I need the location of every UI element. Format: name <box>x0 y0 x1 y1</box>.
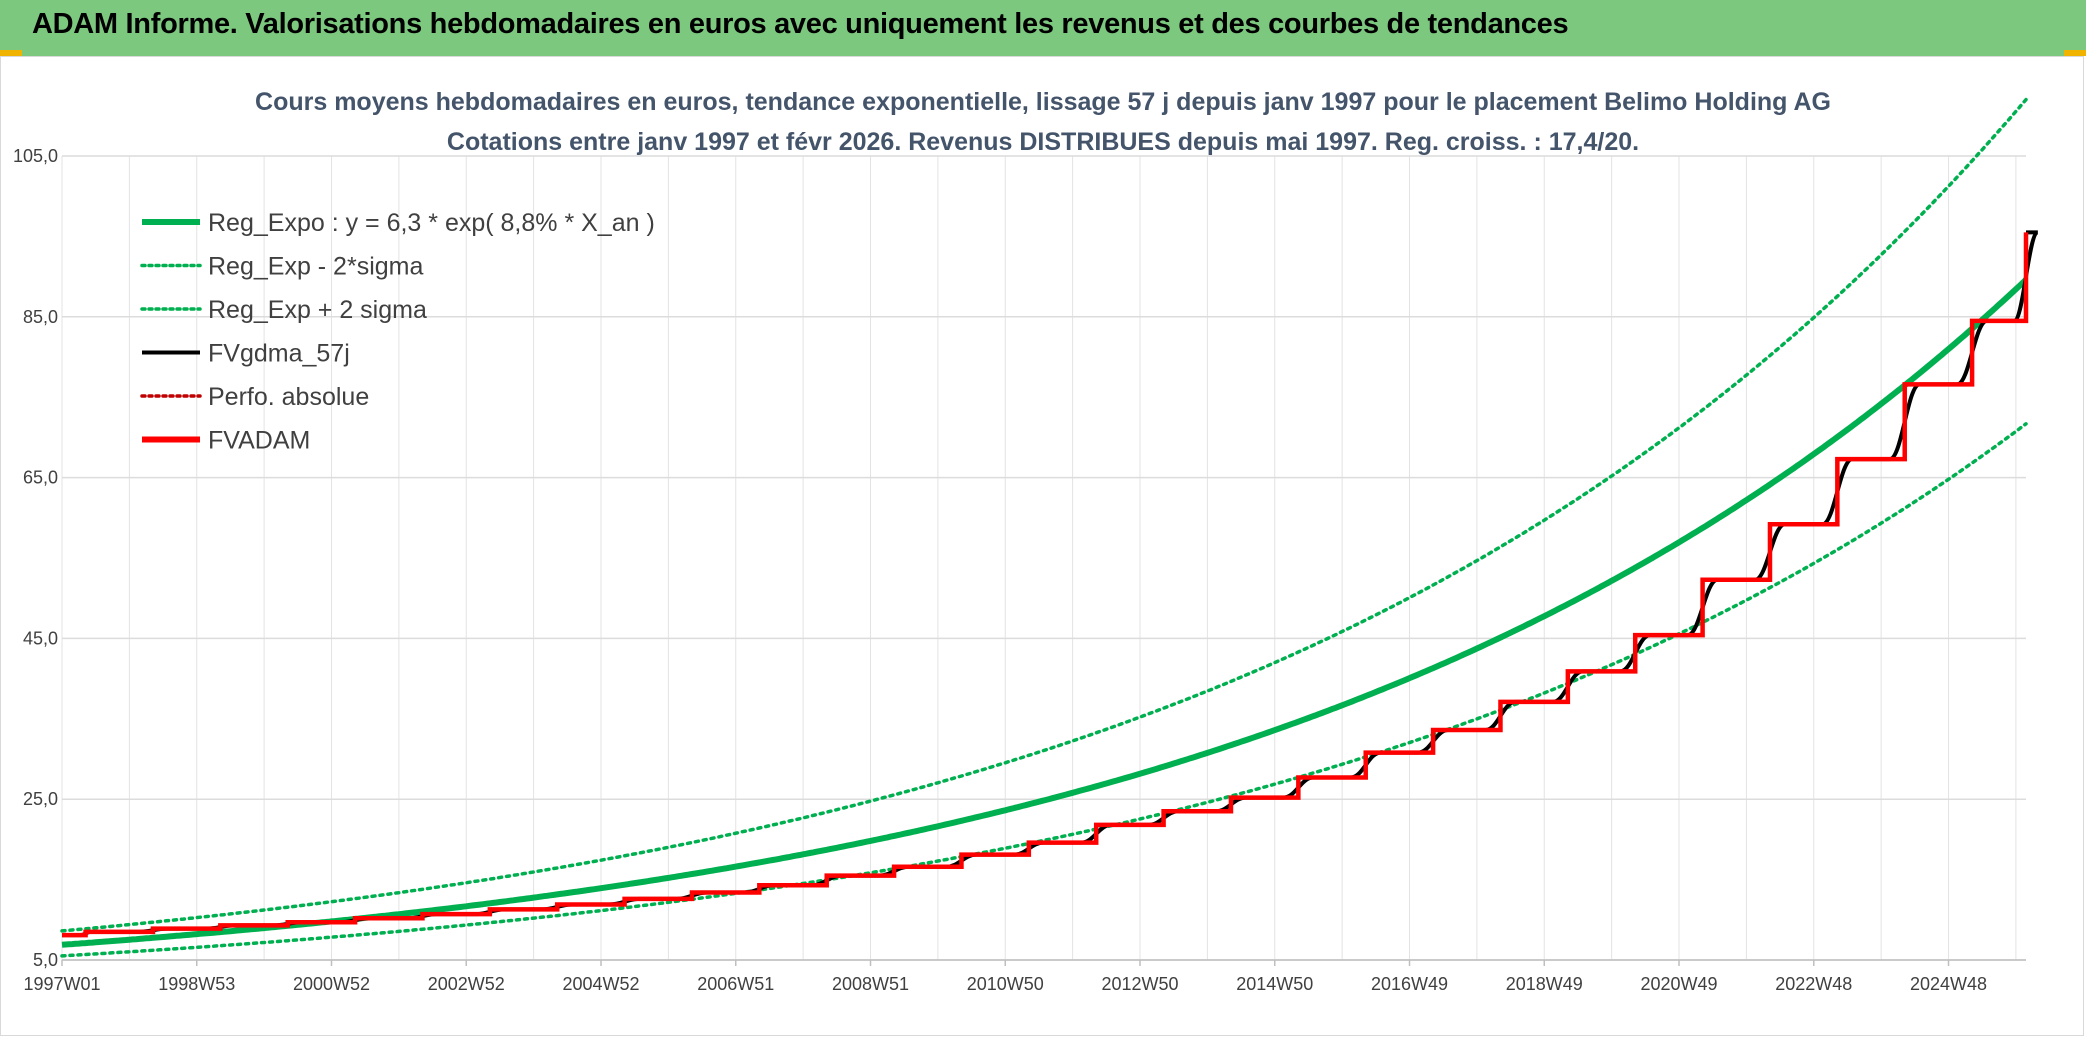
series-fvadam <box>62 232 2029 938</box>
x-tick-label: 2010W50 <box>967 974 1044 994</box>
x-tick-label: 1997W01 <box>23 974 100 994</box>
x-tick-label: 2002W52 <box>428 974 505 994</box>
legend-entry-label: Perfo. absolue <box>208 383 369 411</box>
x-tick-label: 2008W51 <box>832 974 909 994</box>
x-tick-label: 2016W49 <box>1371 974 1448 994</box>
legend: Reg_Expo : y = 6,3 * exp( 8,8% * X_an ) R… <box>140 209 655 455</box>
grid <box>61 155 2026 961</box>
x-axis: 1997W01 1998W53 2000W52 2002W52 2004W52 2006W… <box>23 960 1987 994</box>
series-reg-minus-2sigma <box>60 422 2028 958</box>
chart-subtitle: Cotations entre janv 1997 et févr 2026. … <box>447 128 1639 156</box>
legend-entry-label: FVgdma_57j <box>208 340 350 368</box>
report-banner: ADAM Informe. Valorisations hebdomadaire… <box>0 0 2086 56</box>
y-tick-label: 85,0 <box>23 307 58 327</box>
x-tick-label: 2018W49 <box>1506 974 1583 994</box>
series-fvgdma-57j <box>62 230 2040 938</box>
x-tick-label: 2020W49 <box>1640 974 1717 994</box>
chart-frame <box>0 56 2084 1036</box>
x-tick-label: 2022W48 <box>1775 974 1852 994</box>
y-axis: 5,0 25,0 45,0 65,0 85,0 105,0 <box>13 146 58 970</box>
legend-entry-label: Reg_Exp - 2*sigma <box>208 253 423 281</box>
y-tick-label: 65,0 <box>23 468 58 488</box>
x-tick-label: 2024W48 <box>1910 974 1987 994</box>
legend-entry-label: FVADAM <box>208 427 310 455</box>
banner-corner-right <box>2064 50 2086 56</box>
banner-corner-left <box>0 50 22 56</box>
legend-entry-label: Reg_Expo : y = 6,3 * exp( 8,8% * X_an ) <box>208 209 655 237</box>
x-tick-label: 2000W52 <box>293 974 370 994</box>
x-tick-label: 2004W52 <box>562 974 639 994</box>
series-reg-plus-2sigma <box>60 97 2028 933</box>
x-tick-label: 2012W50 <box>1101 974 1178 994</box>
legend-entry-label: Reg_Exp + 2 sigma <box>208 296 427 324</box>
x-tick-label: 2006W51 <box>697 974 774 994</box>
y-tick-label: 45,0 <box>23 628 58 648</box>
y-tick-label: 5,0 <box>33 950 58 970</box>
series-reg-expo <box>61 277 2029 948</box>
x-tick-label: 1998W53 <box>158 974 235 994</box>
x-tick-label: 2014W50 <box>1236 974 1313 994</box>
series-layer <box>60 97 2040 958</box>
y-tick-label: 25,0 <box>23 789 58 809</box>
report-title: ADAM Informe. Valorisations hebdomadaire… <box>32 8 1569 40</box>
y-tick-label: 105,0 <box>13 146 58 166</box>
chart-title: Cours moyens hebdomadaires en euros, ten… <box>255 88 1831 116</box>
